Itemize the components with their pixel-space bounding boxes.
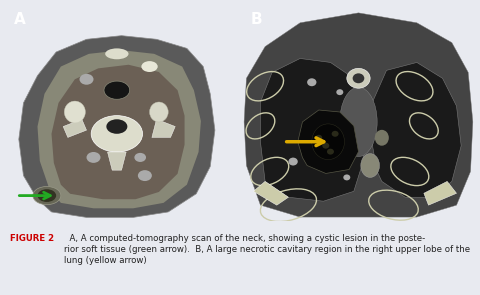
Ellipse shape [150,102,168,122]
Circle shape [343,174,350,181]
Polygon shape [51,65,184,199]
Ellipse shape [37,189,56,202]
Ellipse shape [347,68,370,88]
Polygon shape [253,181,288,205]
Text: FIGURE 2: FIGURE 2 [10,234,54,243]
Polygon shape [37,50,201,208]
Ellipse shape [104,81,130,99]
Circle shape [288,158,298,165]
Circle shape [322,143,329,149]
Circle shape [315,135,322,141]
Circle shape [138,170,152,181]
Circle shape [307,78,316,86]
Text: A: A [14,12,26,27]
Ellipse shape [361,154,380,177]
Ellipse shape [33,186,61,205]
Text: B: B [251,12,263,27]
Polygon shape [152,119,175,137]
Circle shape [134,153,146,162]
Polygon shape [261,58,363,201]
Polygon shape [244,13,473,217]
Circle shape [327,149,334,155]
Polygon shape [108,152,126,170]
Circle shape [332,131,338,137]
Circle shape [86,152,100,163]
Ellipse shape [375,130,389,146]
Circle shape [336,89,343,95]
Ellipse shape [91,116,143,152]
Ellipse shape [142,61,158,72]
Ellipse shape [312,124,345,160]
Ellipse shape [107,119,127,134]
Polygon shape [298,110,359,173]
Circle shape [80,74,94,85]
Ellipse shape [64,101,85,123]
Polygon shape [63,119,86,137]
Text: A, A computed-tomography scan of the neck, showing a cystic lesion in the poste-: A, A computed-tomography scan of the nec… [63,234,470,265]
Polygon shape [424,181,456,205]
Polygon shape [19,36,215,217]
Ellipse shape [105,48,129,59]
Ellipse shape [340,87,377,157]
Polygon shape [372,63,461,197]
Ellipse shape [353,73,364,83]
